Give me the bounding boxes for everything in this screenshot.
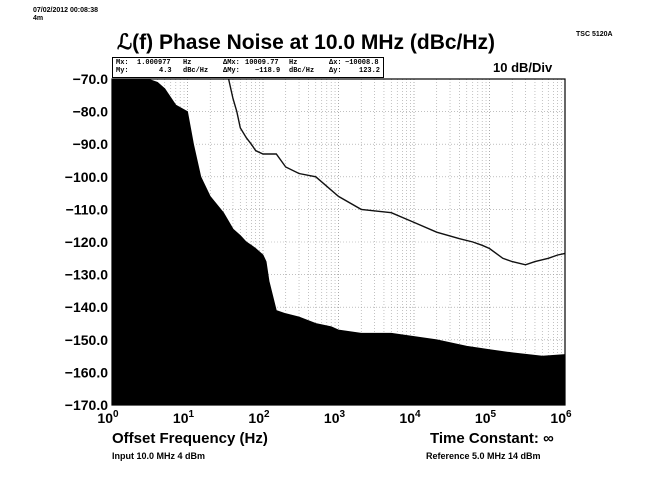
dmx-unit: Hz xyxy=(289,59,298,67)
time-constant-label: Time Constant: ∞ xyxy=(430,430,554,447)
y-tick-label: −130.0 xyxy=(65,267,108,283)
input-info: Input 10.0 MHz 4 dBm xyxy=(112,451,206,461)
my-value: 4.3 xyxy=(159,67,172,75)
y-tick-label: −110.0 xyxy=(66,201,109,217)
y-tick-label: −140.0 xyxy=(65,299,108,315)
dy-label: Δy: xyxy=(329,67,342,75)
dmx-label: ΔMx: xyxy=(223,59,240,67)
dmx-value: 10009.77 xyxy=(245,59,279,67)
mx-unit: Hz xyxy=(183,59,192,67)
my-unit: dBc/Hz xyxy=(183,67,209,75)
plot-frame xyxy=(111,78,566,406)
chart-title: ℒ(f) Phase Noise at 10.0 MHz (dBc/Hz) xyxy=(117,31,496,54)
x-tick-label: 103 xyxy=(324,409,346,426)
x-tick-label: 101 xyxy=(173,409,195,426)
dmy-value: −118.9 xyxy=(255,67,281,75)
y-tick-label: −160.0 xyxy=(65,364,108,380)
x-tick-label: 102 xyxy=(248,409,270,426)
noise-floor-area xyxy=(111,78,566,406)
instrument-model: TSC 5120A xyxy=(576,31,613,38)
dx-label: Δx: xyxy=(329,59,342,67)
dmy-unit: dBc/Hz xyxy=(289,67,315,75)
dmy-label: ΔMy: xyxy=(223,67,240,75)
y-tick-label: −170.0 xyxy=(65,397,108,413)
y-tick-label: −120.0 xyxy=(65,234,108,250)
y-tick-label: −80.0 xyxy=(73,104,109,120)
x-tick-label: 100 xyxy=(97,409,119,426)
reference-info: Reference 5.0 MHz 14 dBm xyxy=(426,451,541,461)
dy-value: 123.2 xyxy=(359,67,381,75)
marker-readout: Mx: 1.000977 Hz My: 4.3 dBc/Hz ΔMx: 1000… xyxy=(112,57,384,78)
y-tick-label: −70.0 xyxy=(73,71,109,87)
timestamp: 07/02/2012 00:08:38 xyxy=(33,7,98,14)
scale-label: 10 dB/Div xyxy=(493,60,553,75)
mx-label: Mx: xyxy=(116,59,129,67)
phase-noise-trace xyxy=(227,78,566,266)
mx-value: 1.000977 xyxy=(137,59,171,67)
y-tick-label: −150.0 xyxy=(65,332,108,348)
x-axis-label: Offset Frequency (Hz) xyxy=(112,430,268,447)
y-tick-label: −90.0 xyxy=(73,136,109,152)
y-tick-label: −100.0 xyxy=(65,169,108,185)
x-tick-label: 104 xyxy=(399,409,421,426)
dx-value: −10008.8 xyxy=(345,59,379,67)
x-tick-label: 105 xyxy=(475,409,497,426)
my-label: My: xyxy=(116,67,129,75)
x-tick-label: 106 xyxy=(550,409,572,426)
measurement-duration: 4m xyxy=(33,15,44,22)
